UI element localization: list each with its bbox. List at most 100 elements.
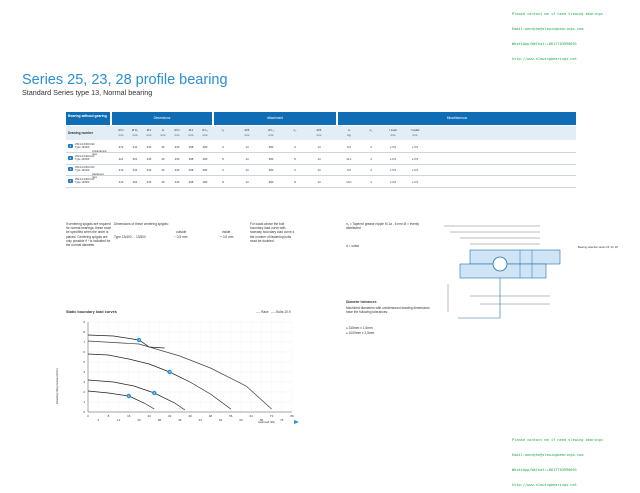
table-cell: 440 (174, 156, 180, 161)
watermark-line: Email:wendyhe@slewingbearings.com (512, 27, 584, 31)
column-unit: mm (146, 133, 152, 137)
table-row: 2 250.14.0400.013 Type 13/500 421 461 233 46 4… (66, 153, 576, 165)
table-cell: 233 (146, 168, 152, 172)
chart-legend: ---- Race ---- Bolts 10.9 (256, 310, 291, 314)
table-cell: 4 (370, 145, 372, 149)
table-cell: 9,6 (347, 145, 351, 149)
series-line (87, 379, 186, 411)
column-header: Ø L₁ (202, 128, 208, 132)
cross-section-drawing (444, 225, 561, 319)
table-cell: 46 (161, 179, 165, 184)
table-cell: 380 (268, 145, 274, 149)
table-header-dimensions: Dimensions (112, 112, 212, 125)
x-tick-label: 12 (117, 418, 121, 422)
column-header: n₂ (369, 128, 373, 132)
column-unit: mm (316, 133, 322, 137)
table-cell: 380 (268, 156, 274, 161)
table-subheader (66, 126, 576, 140)
series-line (87, 340, 272, 410)
table-cell: 233 (146, 145, 152, 149)
table-row: 1 250.14.0300.013 Type 13/400 372 441 233 46 3… (66, 141, 576, 153)
x-tick-label: 4 (97, 418, 99, 422)
x-tick-label: 24 (148, 414, 152, 418)
x-tick-label: 80 (290, 414, 294, 418)
table-cell: ≤ 0,5 (389, 145, 397, 149)
series-label: 3 (169, 370, 171, 374)
table-cell: 440 (174, 179, 180, 184)
group-label-hardened: Hardened race (92, 173, 104, 179)
x-tick-label: 76 (280, 418, 284, 422)
series-label: 1 (128, 394, 130, 398)
table-cell: ≤ 0,5 (389, 168, 397, 172)
column-unit: mm (412, 133, 418, 137)
table-cell: 4 (370, 156, 372, 161)
table-row: 3 250.14.0300.013 Type 13/400 313 441 233 46 3… (66, 164, 576, 176)
inside-label: inside (222, 230, 231, 234)
table-cell: 8 (294, 179, 296, 184)
table-cell: 480 (202, 156, 208, 161)
y-tick-label: 8 (83, 330, 85, 334)
watermark-line: WhatsApp/WeChat:+8617703990691 (512, 42, 577, 46)
table-cell: 11,1 (346, 156, 352, 161)
column-header: Ø B (244, 128, 250, 132)
table-cell: 298 (188, 145, 194, 149)
drawing-number: 250.14.0300.013 Type 13/400 (75, 166, 95, 173)
table-cell: 398 (188, 156, 194, 161)
table-cell: 6 (294, 145, 296, 149)
y-tick-label: 9 (83, 320, 85, 324)
table-cell: 380 (268, 168, 274, 172)
x-tick-label: 0 (87, 414, 89, 418)
table-cell: 8 (294, 156, 296, 161)
table-cell: 380 (202, 145, 208, 149)
table-cell: 6 (222, 168, 224, 172)
table-cell: 461 (132, 156, 138, 161)
diameter-line2: ≤ 1000mm ± 2,5mm (346, 331, 375, 335)
table-cell: 461 (132, 179, 138, 184)
table-cell: 380 (268, 179, 274, 184)
table-cell: 14 (245, 145, 249, 149)
legend-race-swatch: ---- (256, 310, 262, 314)
chart-title: Static boundary load curves (66, 310, 117, 314)
column-header: m (347, 128, 351, 132)
x-tick-label: 56 (229, 414, 233, 418)
table-row: 4 250.14.0400.013 Type 13/500 413 461 233 46 4… (66, 176, 576, 188)
row-number-badge: 3 (68, 167, 73, 171)
y-tick-label: 4 (83, 370, 85, 374)
table-header-misc-label: Miscellaneous (446, 116, 468, 120)
table-cell: 14 (245, 156, 249, 161)
table-cell: 372 (118, 145, 124, 149)
table-cell: 298 (188, 168, 194, 172)
diameter-line1: ≤ 315mm ± 1,6mm (346, 326, 373, 330)
inside-value: + 0,5 mm (220, 235, 234, 239)
table-header-misc: Miscellaneous (338, 112, 576, 125)
table-cell: 313 (118, 168, 124, 172)
x-tick-label: 32 (168, 414, 172, 418)
drawing-number: 250.14.0300.013 Type 13/400 (75, 143, 95, 150)
series-marker (167, 369, 172, 375)
note-centering: If centering spigots are required for no… (66, 222, 111, 248)
table-cell: 14 (317, 145, 321, 149)
series-line (87, 390, 155, 410)
table-cell: 14 (245, 168, 249, 172)
outside-value: − 0,5 mm (174, 235, 188, 239)
column-unit: mm (174, 133, 180, 137)
x-tick-label: 60 (239, 418, 243, 422)
table-cell: 46 (161, 156, 165, 161)
table-cell: ≤ 0,5 (389, 156, 397, 161)
table-cell: ≤ 0,5 (389, 179, 397, 184)
table-cell: 4 (370, 179, 372, 184)
watermark-top: Please contact me if need slewing bearin… (512, 2, 603, 67)
legend-bolts-swatch: ---- (271, 310, 277, 314)
watermark-line: Please contact me if need slewing bearin… (512, 12, 603, 16)
series-line (87, 353, 232, 410)
table-cell: ≤ 0,5 (411, 145, 419, 149)
watermark-line: http://www.slewingbearings.net (512, 483, 577, 487)
column-header: Ø D (174, 128, 180, 132)
table-cell: 441 (132, 168, 138, 172)
load-curve-chart: 0123456789048121620242832364044485256606… (83, 320, 299, 424)
x-tick-label: 20 (137, 418, 141, 422)
table-cell: 441 (132, 145, 138, 149)
table-cell: 413 (118, 179, 124, 184)
column-header: H (161, 128, 165, 132)
legend-bolts: Bolts 10.9 (276, 310, 291, 314)
